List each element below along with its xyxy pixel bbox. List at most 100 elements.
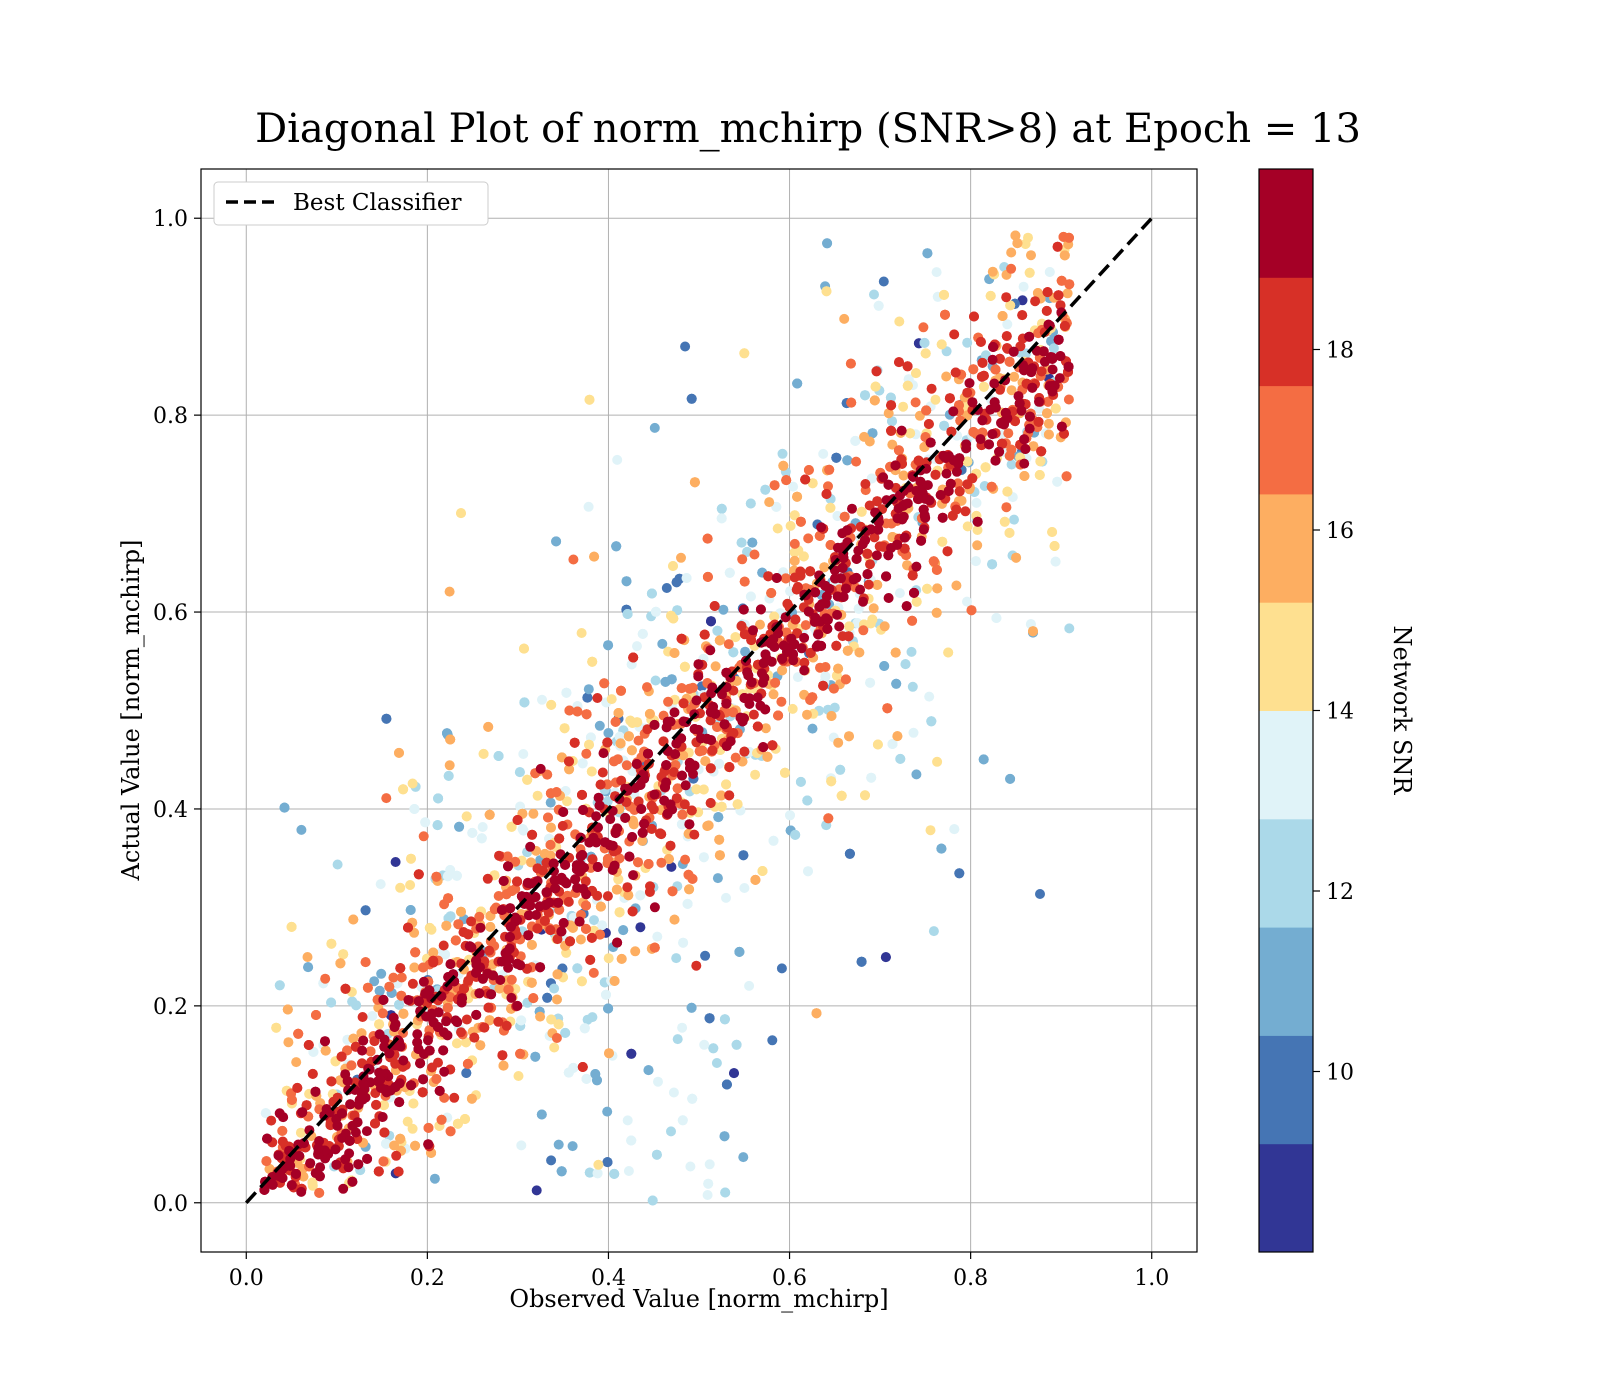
scatter-point	[336, 1108, 347, 1119]
scatter-point	[434, 1085, 445, 1096]
scatter-point	[264, 1164, 275, 1174]
scatter-point	[905, 428, 916, 439]
scatter-point	[745, 591, 756, 602]
scatter-point	[949, 329, 960, 340]
scatter-point	[843, 631, 854, 642]
scatter-point	[398, 1055, 409, 1066]
scatter-point	[374, 985, 385, 996]
scatter-point	[816, 640, 827, 651]
scatter-point	[792, 491, 803, 502]
scatter-point	[931, 564, 942, 575]
scatter-point	[910, 397, 921, 408]
y-tick-label: 0.0	[153, 1192, 188, 1217]
scatter-point	[999, 516, 1010, 527]
scatter-point	[560, 1027, 571, 1038]
scatter-point	[920, 493, 931, 504]
scatter-point	[832, 511, 843, 521]
scatter-point	[584, 739, 594, 750]
scatter-point	[582, 692, 593, 703]
scatter-point	[719, 1014, 730, 1025]
scatter-point	[1012, 238, 1023, 249]
scatter-point	[452, 1118, 463, 1129]
scatter-point	[711, 1058, 722, 1068]
y-tick-label: 0.2	[153, 995, 188, 1020]
scatter-point	[1053, 290, 1064, 301]
scatter-point	[417, 1087, 428, 1098]
y-ticks: 0.0 0.2 0.4 0.6 0.8 1.0	[153, 207, 201, 1217]
scatter-point	[916, 535, 927, 546]
scatter-point	[791, 584, 802, 595]
scatter-point	[545, 850, 556, 861]
scatter-point	[365, 1046, 376, 1057]
scatter-point	[294, 1151, 305, 1161]
scatter-point	[669, 648, 680, 658]
scatter-point	[778, 640, 789, 651]
scatter-point	[378, 1156, 389, 1167]
scatter-point	[586, 766, 597, 777]
scatter-point	[792, 378, 803, 389]
scatter-point	[839, 313, 850, 324]
scatter-point	[438, 940, 449, 951]
scatter-point	[409, 962, 420, 973]
scatter-point	[461, 1014, 472, 1025]
scatter-point	[652, 931, 663, 942]
scatter-point	[951, 580, 962, 591]
scatter-point	[512, 876, 523, 887]
scatter-point	[649, 902, 660, 913]
scatter-point	[557, 820, 568, 831]
scatter-point	[1009, 514, 1019, 525]
legend[interactable]: Best Classifier	[213, 181, 489, 226]
scatter-point	[739, 576, 750, 587]
scatter-point	[669, 707, 680, 718]
scatter-point	[1052, 241, 1063, 252]
scatter-point	[556, 1166, 567, 1177]
scatter-point	[928, 556, 939, 567]
scatter-point	[1017, 295, 1028, 306]
scatter-point	[553, 897, 564, 908]
scatter-point	[274, 980, 285, 991]
scatter-point	[506, 821, 517, 832]
scatter-point	[506, 886, 517, 896]
scatter-point	[637, 835, 648, 846]
scatter-point	[313, 1143, 324, 1154]
scatter-point	[893, 445, 904, 456]
scatter-point	[347, 1176, 358, 1187]
scatter-point	[873, 524, 884, 535]
scatter-point	[609, 1168, 620, 1179]
scatter-point	[595, 779, 606, 790]
scatter-point	[820, 671, 831, 682]
scatter-point	[685, 763, 695, 774]
scatter-point	[525, 878, 536, 889]
scatter-point	[544, 897, 555, 908]
scatter-points	[259, 230, 1075, 1206]
scatter-point	[612, 937, 623, 948]
scatter-point	[657, 638, 668, 649]
scatter-point	[493, 1016, 504, 1027]
scatter-point	[370, 1118, 380, 1129]
scatter-point	[699, 629, 710, 640]
scatter-point	[637, 628, 648, 639]
scatter-point	[962, 337, 973, 348]
scatter-point	[592, 693, 603, 703]
scatter-point	[972, 516, 983, 527]
scatter-point	[962, 521, 973, 532]
scatter-point	[1052, 476, 1063, 487]
scatter-point	[649, 719, 660, 730]
scatter-point	[602, 891, 613, 902]
scatter-point	[661, 777, 672, 788]
scatter-point	[441, 920, 452, 931]
scatter-point	[600, 837, 611, 848]
scatter-point	[846, 397, 857, 408]
scatter-point	[900, 659, 911, 670]
scatter-point	[626, 1135, 637, 1146]
scatter-point	[792, 672, 803, 683]
scatter-point	[977, 357, 988, 368]
scatter-point	[543, 907, 554, 918]
scatter-point	[484, 809, 495, 820]
scatter-point	[823, 813, 834, 824]
scatter-point	[723, 639, 734, 650]
scatter-point	[919, 510, 930, 521]
scatter-point	[760, 723, 771, 734]
scatter-point	[286, 1180, 297, 1191]
